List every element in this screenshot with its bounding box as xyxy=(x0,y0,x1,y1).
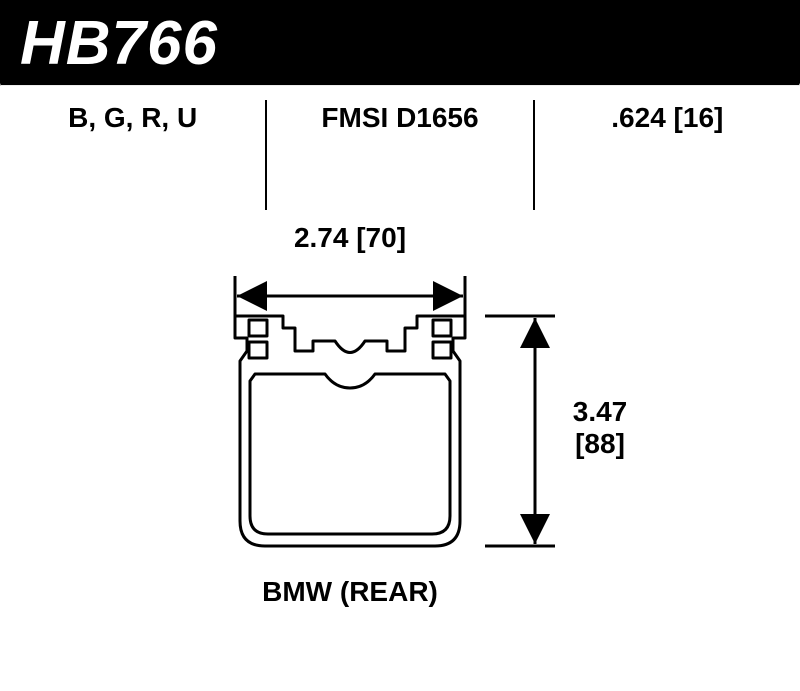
height-in: 3.47 xyxy=(555,396,645,428)
height-mm: [88] xyxy=(555,428,645,460)
spec-fmsi: FMSI D1656 xyxy=(267,98,532,226)
height-dimension xyxy=(485,316,555,546)
width-mm: [70] xyxy=(356,222,406,253)
header-bar: HB766 xyxy=(0,0,800,83)
width-dimension xyxy=(235,276,465,316)
height-label: 3.47 [88] xyxy=(555,396,645,460)
thickness-text: .624 [16] xyxy=(611,102,723,133)
spec-thickness: .624 [16] xyxy=(535,98,800,226)
width-in: 2.74 xyxy=(294,222,349,253)
part-number: HB766 xyxy=(20,9,218,78)
brake-pad-outline xyxy=(235,316,465,546)
fmsi-text: FMSI D1656 xyxy=(321,102,478,133)
spec-row: B, G, R, U FMSI D1656 .624 [16] xyxy=(0,86,800,226)
width-label: 2.74 [70] xyxy=(280,222,420,254)
diagram-area: 2.74 [70] 3.47 [88] BMW (REAR) xyxy=(0,226,800,666)
spec-compounds: B, G, R, U xyxy=(0,98,265,226)
diagram-caption: BMW (REAR) xyxy=(240,576,460,608)
compounds-text: B, G, R, U xyxy=(68,102,197,133)
